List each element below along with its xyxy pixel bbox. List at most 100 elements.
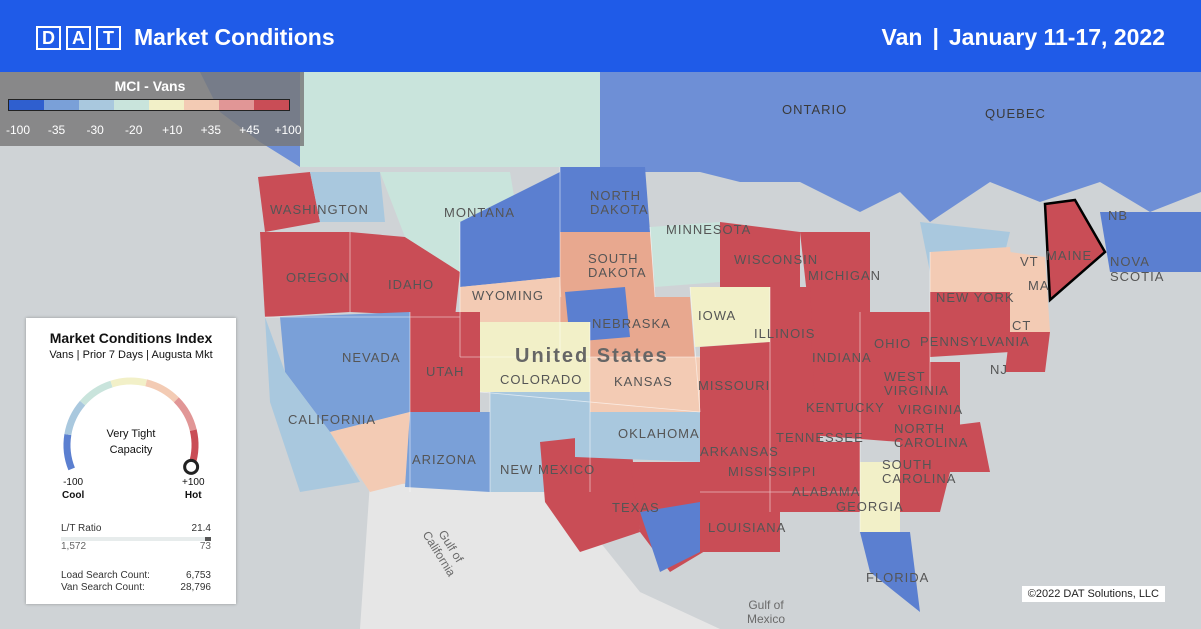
california-south (330, 412, 410, 492)
gauge-min: -100 Cool (62, 476, 84, 502)
dat-logo: D A T (36, 26, 121, 50)
nevada (280, 312, 410, 432)
header-bar: D A T Market Conditions Van | January 11-1… (0, 0, 1201, 72)
legend-swatch-7 (254, 100, 289, 110)
gauge-max-value: +100 (182, 477, 205, 488)
lt-ratio-label: L/T Ratio (61, 523, 102, 534)
map-label-ct: CT (1012, 318, 1032, 333)
map-label-colorado: COLORADO (500, 372, 583, 387)
gauge-min-label: Cool (62, 490, 85, 501)
legend-swatch-6 (219, 100, 254, 110)
map-label-iowa: IOWA (698, 308, 737, 323)
van-search-row: Van Search Count: 28,796 (61, 582, 211, 593)
legend-tick-5: +35 (200, 123, 222, 137)
map-label-north-dakota: NORTH DAKOTA (590, 188, 649, 217)
logo-letter-t: T (96, 26, 121, 50)
louisiana (700, 492, 780, 552)
gauge-segment-2 (79, 380, 113, 406)
map-label-california: CALIFORNIA (288, 412, 377, 427)
map-label-maine: MAINE (1046, 248, 1093, 263)
tennessee-kentucky (770, 392, 900, 442)
map-label-ohio: OHIO (874, 336, 912, 351)
map-label-mississippi: MISSISSIPPI (728, 464, 817, 479)
california (265, 317, 360, 492)
legend-swatch-4 (149, 100, 184, 110)
new-jersey (1005, 332, 1050, 372)
idaho (350, 232, 460, 317)
gauge-status: Very Tight Capacity (26, 426, 236, 458)
card-subtitle: Vans | Prior 7 Days | Augusta Mkt (49, 349, 213, 361)
iowa (690, 287, 770, 347)
map-label-alabama: ALABAMA (792, 484, 861, 499)
map-label-virginia: VIRGINIA (898, 402, 964, 417)
legend-ticks: -100 -35 -30 -20 +10 +35 +45 +100 (0, 123, 304, 139)
map-label-michigan: MICHIGAN (808, 268, 881, 283)
legend-tick-1: -35 (47, 123, 66, 137)
map-label-georgia: GEORGIA (836, 499, 904, 514)
load-search-label: Load Search Count: (61, 570, 150, 581)
arizona (405, 412, 490, 492)
map-label-minnesota: MINNESOTA (666, 222, 752, 237)
south-carolina (900, 472, 950, 512)
gauge-segment-5 (173, 397, 197, 432)
gauge-segment-1 (64, 400, 86, 436)
map-label-nb: NB (1108, 208, 1129, 223)
new-england (1010, 252, 1050, 332)
copyright-notice: ©2022 DAT Solutions, LLC (1021, 586, 1165, 602)
gauge-status-line1: Very Tight (106, 428, 156, 440)
map-label-south-dakota: SOUTH DAKOTA (588, 251, 647, 280)
gauge-segments (63, 377, 199, 471)
lt-ratio-bar (61, 537, 211, 541)
gauge-max-label: Hot (184, 490, 202, 501)
van-search-label: Van Search Count: (61, 582, 145, 593)
map-label-arkansas: ARKANSAS (700, 444, 779, 459)
loads-value: 1,572 (61, 541, 87, 552)
map-label-utah: UTAH (426, 364, 465, 379)
maine-highlighted[interactable] (1043, 198, 1107, 303)
georgia (860, 462, 900, 532)
virginia-west (900, 362, 960, 432)
mexico-region (360, 482, 720, 629)
legend-swatch-1 (44, 100, 79, 110)
utah (410, 312, 480, 412)
map-label-oklahoma: OKLAHOMA (618, 426, 700, 441)
map-label-montana: MONTANA (444, 205, 516, 220)
mci-summary-card: Market Conditions Index Vans | Prior 7 D… (26, 318, 236, 604)
map-label-florida: FLORIDA (866, 570, 930, 585)
lt-ratio-row: L/T Ratio 21.4 (61, 523, 211, 534)
equipment-type: Van (881, 24, 923, 50)
map-label-missouri: MISSOURI (698, 378, 771, 393)
logo-letter-d: D (36, 26, 61, 50)
indiana (810, 322, 860, 402)
lt-ratio-bar-fill (205, 537, 211, 541)
washington-east (310, 172, 385, 222)
texas-houston (640, 502, 700, 572)
new-york (930, 247, 1015, 292)
legend-tick-6: +45 (239, 123, 260, 137)
van-search-value: 28,796 (180, 582, 211, 593)
legend-tick-0: -100 (5, 123, 31, 137)
map-label-illinois: ILLINOIS (754, 326, 816, 341)
legend-color-scale (8, 99, 290, 111)
map-label-united-states: United States (515, 345, 669, 367)
alabama (820, 442, 860, 512)
montana-east (460, 172, 560, 287)
map-label-tennessee: TENNESSEE (776, 430, 864, 445)
pennsylvania (930, 292, 1010, 357)
legend-title: MCI - Vans (114, 78, 186, 94)
florida (860, 532, 920, 612)
map-label-nova-scotia: NOVA SCOTIA (1110, 254, 1165, 284)
mci-map[interactable]: ONTARIO QUEBEC United States WASHINGTON … (0, 72, 1201, 629)
map-label-south-carolina: SOUTH CAROLINA (882, 457, 957, 486)
gauge-needle (183, 458, 200, 475)
south-dakota (560, 232, 655, 297)
map-label-nevada: NEVADA (342, 350, 401, 365)
kansas (590, 357, 700, 412)
map-label-indiana: INDIANA (812, 350, 872, 365)
legend-tick-2: -30 (86, 123, 104, 137)
loads-trucks-row: 1,572 73 (61, 541, 211, 552)
gauge-segment-0 (63, 433, 75, 471)
lt-ratio-value: 21.4 (191, 523, 211, 534)
legend-swatch-0 (9, 100, 44, 110)
map-label-nebraska: NEBRASKA (592, 316, 671, 331)
